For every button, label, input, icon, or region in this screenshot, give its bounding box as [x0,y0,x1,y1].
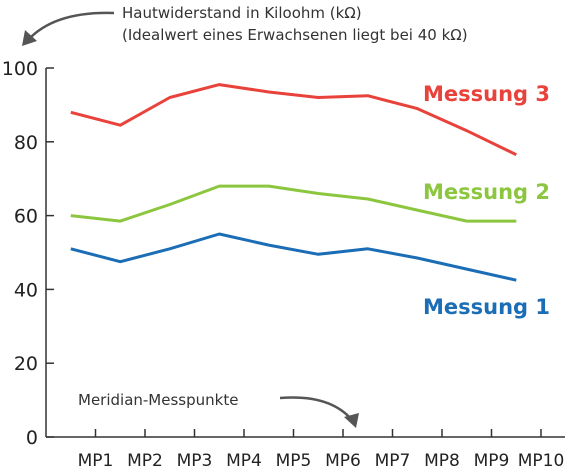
x-tick-label: MP9 [474,451,510,471]
x-tick-label: MP6 [325,451,361,471]
x-tick-label: MP5 [276,451,312,471]
x-axis-label: Meridian-Messpunkte [78,391,238,409]
series-line-messung-3 [70,83,517,157]
y-axis-label-line-2: (Idealwert eines Erwachsenen liegt bei 4… [122,26,468,44]
x-tick-label: MP4 [226,451,262,471]
y-tick-label: 80 [14,132,38,154]
y-axis-label-line-1: Hautwiderstand in Kiloohm (kΩ) [122,4,362,22]
y-tick-label: 20 [14,353,38,375]
x-tick-label: MP7 [375,451,411,471]
y-axis-label-arrow [27,11,115,41]
y-axis-label-arrowhead [22,30,37,46]
series-line-messung-2 [70,184,517,223]
x-axis-label-arrowhead [344,413,359,428]
x-tick-label: MP10 [518,451,565,471]
y-tick-label: 40 [14,279,38,301]
x-axis-label-arrow [279,396,353,421]
y-tick-label: 60 [14,206,38,228]
x-tick-label: MP2 [127,451,163,471]
x-tick-label: MP1 [78,451,114,471]
x-tick-label: MP8 [424,451,460,471]
y-tick-label: 100 [2,58,38,80]
y-tick-label: 0 [26,427,38,449]
series-label: Messung 2 [423,180,550,204]
series-label: Messung 1 [423,295,550,319]
x-tick-label: MP3 [177,451,213,471]
series-line-messung-1 [70,232,517,282]
series-label: Messung 3 [423,82,550,106]
